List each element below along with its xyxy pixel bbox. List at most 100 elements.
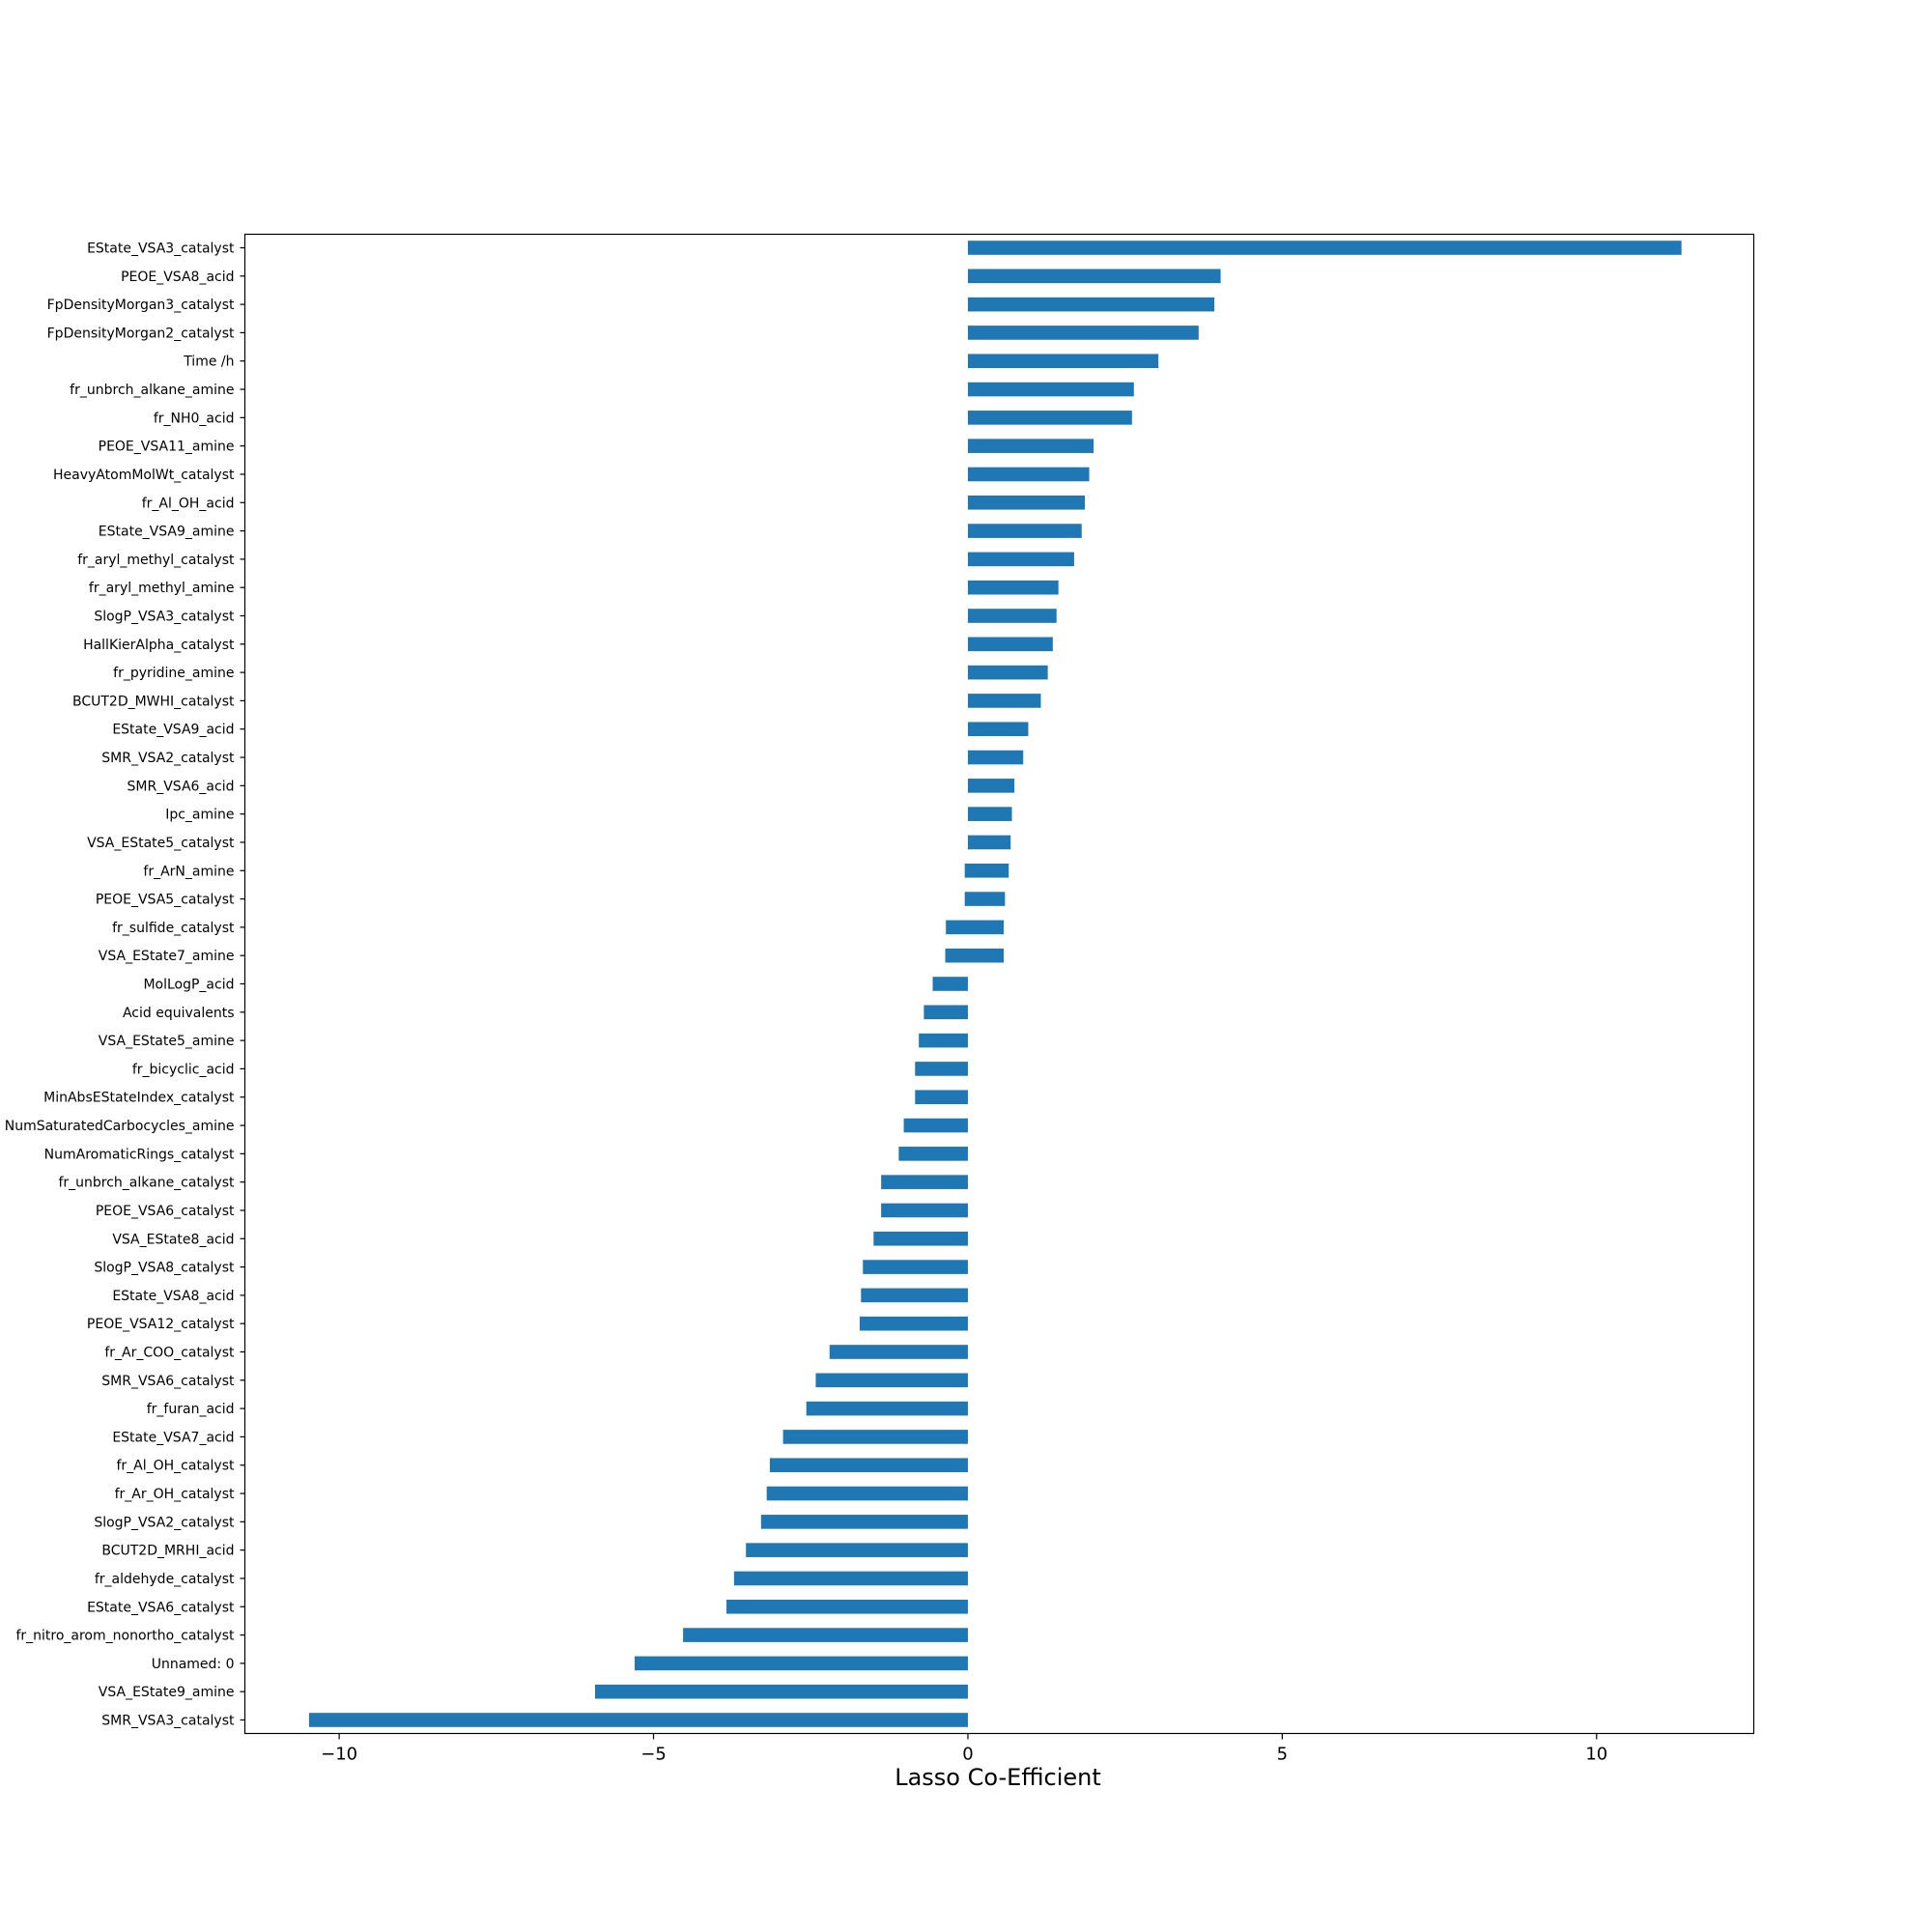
y-tick-label-17: EState_VSA9_acid: [112, 723, 234, 738]
bar-50: [635, 1656, 968, 1671]
y-tick-label-13: SlogP_VSA3_catalyst: [94, 610, 235, 625]
y-tick-label-51: VSA_EState9_amine: [99, 1685, 235, 1700]
bar-40: [815, 1373, 968, 1388]
y-tick-labels: EState_VSA3_catalyst PEOE_VSA8_acid FpDens…: [5, 242, 245, 1729]
y-tick-label-28: VSA_EState5_amine: [99, 1034, 235, 1049]
bar-33: [881, 1175, 968, 1189]
y-tick-label-36: SlogP_VSA8_catalyst: [94, 1261, 235, 1276]
bar-1: [967, 269, 1221, 284]
bar-43: [769, 1458, 968, 1473]
y-tick-label-7: PEOE_VSA11_amine: [99, 440, 235, 455]
y-tick-label-44: fr_Ar_OH_catalyst: [115, 1487, 235, 1502]
y-tick-label-43: fr_Al_OH_catalyst: [116, 1459, 235, 1474]
y-tick-label-33: fr_unbrch_alkane_catalyst: [58, 1176, 235, 1191]
y-tick-label-15: fr_pyridine_amine: [113, 666, 234, 681]
y-tick-label-29: fr_bicyclic_acid: [132, 1062, 235, 1077]
bar-47: [733, 1571, 968, 1586]
bar-29: [915, 1062, 968, 1076]
x-axis-title: Lasso Co-Efficient: [895, 1764, 1101, 1791]
bar-37: [861, 1288, 968, 1303]
bar-15: [967, 665, 1048, 680]
y-tick-label-48: EState_VSA6_catalyst: [87, 1600, 235, 1615]
y-tick-label-20: Ipc_amine: [165, 808, 234, 823]
y-tick-label-3: FpDensityMorgan2_catalyst: [47, 326, 235, 341]
bar-23: [964, 892, 1006, 906]
bar-49: [683, 1628, 968, 1642]
bar-8: [967, 467, 1090, 482]
y-tick-label-25: VSA_EState7_amine: [99, 949, 235, 964]
bar-52: [308, 1713, 968, 1727]
y-tick-label-49: fr_nitro_arom_nonortho_catalyst: [15, 1629, 235, 1644]
y-tick-label-0: EState_VSA3_catalyst: [87, 242, 235, 257]
bar-11: [967, 552, 1074, 567]
bar-30: [915, 1090, 968, 1105]
bar-51: [595, 1684, 968, 1699]
bar-22: [964, 863, 1009, 878]
bar-4: [967, 354, 1159, 369]
x-ticks: −10 −5 0 5 10: [321, 1733, 1607, 1765]
y-tick-label-40: SMR_VSA6_catalyst: [101, 1374, 235, 1389]
x-tick-label-0: −10: [321, 1745, 357, 1765]
bar-26: [932, 977, 968, 991]
bars-layer: [308, 241, 1682, 1727]
bar-38: [860, 1316, 968, 1331]
y-tick-label-39: fr_Ar_COO_catalyst: [104, 1346, 235, 1361]
y-tick-label-16: BCUT2D_MWHI_catalyst: [72, 694, 235, 709]
bar-3: [967, 326, 1199, 340]
bar-42: [782, 1430, 968, 1444]
y-tick-label-12: fr_aryl_methyl_amine: [89, 581, 235, 596]
plot-area: [244, 234, 1754, 1734]
bar-0: [967, 241, 1682, 255]
y-tick-label-52: SMR_VSA3_catalyst: [101, 1714, 235, 1729]
y-tick-label-18: SMR_VSA2_catalyst: [101, 751, 235, 766]
y-tick-label-42: EState_VSA7_acid: [112, 1430, 234, 1445]
y-tick-label-2: FpDensityMorgan3_catalyst: [47, 298, 235, 313]
y-tick-label-41: fr_furan_acid: [147, 1402, 235, 1417]
bar-17: [967, 722, 1029, 737]
x-tick-label-4: 10: [1585, 1745, 1607, 1765]
bar-6: [967, 411, 1132, 425]
y-tick-label-5: fr_unbrch_alkane_amine: [70, 383, 234, 398]
y-tick-label-24: fr_sulfide_catalyst: [112, 921, 235, 936]
y-tick-label-37: EState_VSA8_acid: [112, 1289, 234, 1304]
bar-31: [903, 1118, 968, 1133]
y-tick-label-46: BCUT2D_MRHI_acid: [101, 1544, 234, 1559]
y-tick-label-11: fr_aryl_methyl_catalyst: [77, 553, 235, 568]
bar-28: [919, 1033, 968, 1048]
y-tick-label-1: PEOE_VSA8_acid: [121, 270, 234, 285]
y-tick-label-10: EState_VSA9_amine: [99, 525, 235, 540]
bar-7: [967, 439, 1094, 453]
y-tick-label-31: NumSaturatedCarbocycles_amine: [5, 1119, 235, 1134]
y-tick-label-19: SMR_VSA6_acid: [128, 779, 235, 794]
y-tick-label-9: fr_Al_OH_acid: [142, 496, 235, 511]
bar-48: [726, 1599, 968, 1614]
y-tick-label-8: HeavyAtomMolWt_catalyst: [53, 468, 235, 483]
bar-16: [967, 694, 1041, 708]
bar-9: [967, 495, 1086, 510]
bar-45: [760, 1515, 968, 1529]
y-tick-label-34: PEOE_VSA6_catalyst: [96, 1204, 235, 1219]
y-tick-label-45: SlogP_VSA2_catalyst: [94, 1515, 235, 1530]
y-tick-label-27: Acid equivalents: [123, 1006, 235, 1021]
bar-13: [967, 609, 1057, 623]
bar-25: [945, 948, 1005, 963]
bar-10: [967, 524, 1082, 538]
bar-27: [923, 1005, 968, 1020]
x-tick-label-1: −5: [640, 1745, 667, 1765]
y-tick-label-30: MinAbsEStateIndex_catalyst: [43, 1091, 235, 1106]
bar-5: [967, 382, 1134, 397]
bar-32: [898, 1147, 968, 1161]
y-tick-label-38: PEOE_VSA12_catalyst: [87, 1317, 235, 1332]
y-tick-label-47: fr_aldehyde_catalyst: [95, 1572, 235, 1587]
bar-36: [863, 1260, 968, 1274]
y-tick-label-14: HallKierAlpha_catalyst: [83, 638, 235, 653]
y-tick-label-23: PEOE_VSA5_catalyst: [96, 893, 235, 908]
bar-24: [946, 920, 1005, 935]
y-tick-label-22: fr_ArN_amine: [143, 864, 234, 879]
plot-frame: [243, 233, 1755, 1735]
bar-44: [766, 1486, 968, 1501]
y-tick-label-35: VSA_EState8_acid: [112, 1232, 234, 1247]
bar-20: [967, 807, 1012, 821]
y-tick-label-32: NumAromaticRings_catalyst: [44, 1147, 235, 1162]
